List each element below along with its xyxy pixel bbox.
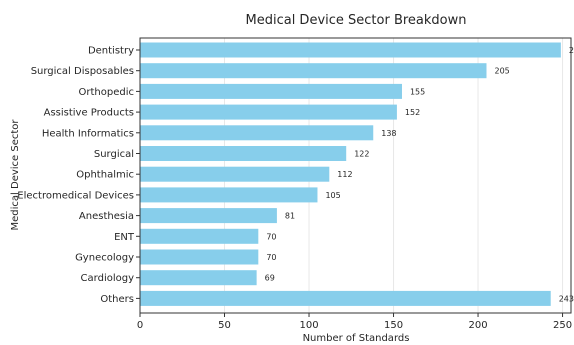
category-label: Cardiology xyxy=(81,273,135,284)
x-tick-label: 200 xyxy=(468,320,487,331)
category-label: Assistive Products xyxy=(44,108,134,119)
bar xyxy=(140,270,257,286)
bar xyxy=(140,146,347,161)
bar xyxy=(140,125,374,141)
x-axis-label: Number of Standards xyxy=(303,333,410,344)
y-axis-label: Medical Device Sector xyxy=(10,119,21,231)
category-label: Anesthesia xyxy=(79,211,134,222)
bar-value-label: 122 xyxy=(354,150,369,159)
bar xyxy=(140,249,259,265)
category-label: Electromedical Devices xyxy=(17,190,134,201)
value-labels: 24920515515213812211210581707069243 xyxy=(265,46,574,303)
category-label: Health Informatics xyxy=(42,128,134,139)
bar-value-label: 243 xyxy=(559,294,574,303)
x-tick-label: 150 xyxy=(384,320,403,331)
category-label: Ophthalmic xyxy=(76,170,134,181)
category-label: Gynecology xyxy=(75,253,134,264)
bar-value-label: 112 xyxy=(337,170,352,179)
x-tick-label: 50 xyxy=(218,320,231,331)
bar-value-label: 105 xyxy=(325,191,340,200)
bar xyxy=(140,187,318,203)
bar-value-label: 81 xyxy=(285,212,295,221)
bar xyxy=(140,166,330,182)
x-tick-label: 0 xyxy=(137,320,143,331)
plot-frame xyxy=(139,37,572,314)
x-ticks: 0 50 100 150 200 250 xyxy=(137,313,572,331)
bar-value-label: 152 xyxy=(405,108,420,117)
bar-value-label: 205 xyxy=(494,67,509,76)
category-label: Surgical xyxy=(94,149,134,160)
category-label: ENT xyxy=(114,232,135,243)
bar-value-label: 69 xyxy=(265,274,275,283)
category-label: Dentistry xyxy=(88,46,134,57)
bars xyxy=(140,42,561,306)
bar xyxy=(140,290,551,306)
bar xyxy=(140,42,561,58)
bar-value-label: 138 xyxy=(381,129,396,138)
category-label: Orthopedic xyxy=(79,87,134,98)
bar xyxy=(140,83,402,99)
category-label: Surgical Disposables xyxy=(31,66,134,77)
x-tick-label: 250 xyxy=(553,320,572,331)
bar xyxy=(140,63,487,79)
category-label: Others xyxy=(100,294,134,305)
bar xyxy=(140,208,277,224)
bar xyxy=(140,228,259,244)
category-labels: Dentistry Surgical Disposables Orthopedic A… xyxy=(17,46,140,305)
chart-title: Medical Device Sector Breakdown xyxy=(246,13,467,28)
bar-value-label: 70 xyxy=(266,253,276,262)
bar-value-label: 70 xyxy=(266,232,276,241)
bar xyxy=(140,104,397,120)
bar-value-label: 155 xyxy=(410,87,425,96)
x-tick-label: 100 xyxy=(299,320,318,331)
